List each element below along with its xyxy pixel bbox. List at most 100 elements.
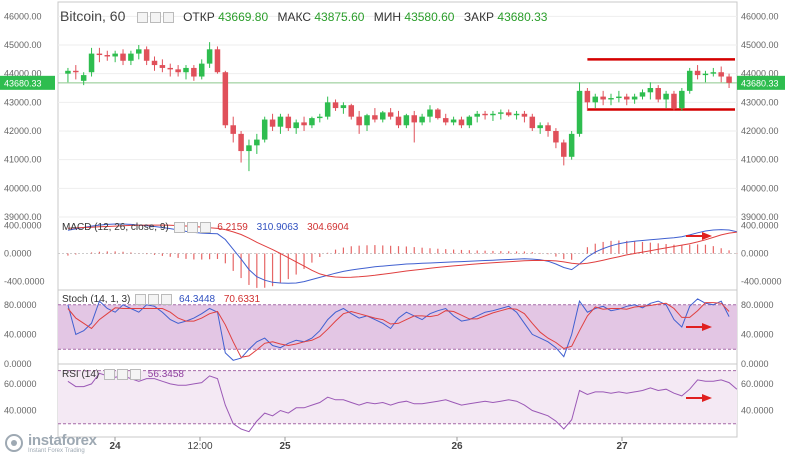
rsi-close-icon[interactable] — [130, 369, 142, 380]
candle — [96, 47, 103, 63]
candle-body — [112, 53, 118, 57]
candle-body — [387, 112, 394, 117]
logo-icon — [5, 434, 23, 452]
close-box-icon[interactable] — [162, 12, 174, 24]
candle-body — [435, 109, 441, 119]
candle — [671, 90, 677, 111]
close-label: ЗАКР — [463, 10, 495, 24]
candle — [694, 65, 701, 80]
symbol-title: Bitcoin, 60 — [60, 8, 126, 24]
price-tick-right: 46000.00 — [741, 11, 779, 21]
candle — [309, 116, 315, 129]
candle — [655, 85, 661, 103]
candle-body — [254, 139, 260, 146]
stoch-settings-icon[interactable] — [135, 294, 147, 305]
candle-body — [364, 115, 370, 126]
time-tick-label: 25 — [279, 441, 291, 452]
candle — [222, 70, 229, 129]
macd-value-hist: 6.2159 — [217, 222, 248, 234]
candle — [442, 113, 449, 126]
candle-body — [663, 93, 669, 100]
candle-body — [671, 93, 677, 109]
candle — [183, 65, 189, 80]
rsi-settings-icon[interactable] — [104, 369, 116, 380]
close-value: 43680.33 — [497, 10, 548, 24]
candle-body — [411, 115, 417, 123]
candle-body — [529, 116, 536, 129]
stoch-tick-right: 40.0000 — [741, 329, 774, 339]
candle — [490, 110, 496, 121]
candle — [505, 109, 512, 117]
stoch-hide-icon[interactable] — [148, 294, 160, 305]
candle — [332, 99, 339, 111]
candle — [553, 128, 559, 149]
candle — [238, 131, 244, 163]
candle-body — [324, 102, 331, 117]
candle — [726, 73, 732, 88]
settings-box-icon[interactable] — [136, 12, 148, 24]
candle-body — [96, 53, 103, 56]
candle — [246, 139, 252, 172]
macd-label: MACD (12, 26, close, 9) — [62, 222, 169, 234]
candle-body — [348, 105, 355, 117]
rsi-pane: 60.0000 60.0000 40.0000 40.0000 — [4, 370, 774, 433]
candle-body — [545, 125, 551, 131]
candle — [419, 113, 425, 126]
stoch-close-icon[interactable] — [161, 294, 173, 305]
candle-body — [80, 75, 87, 81]
stoch-header: Stoch (14, 1, 3) 64.3448 70.6331 — [62, 294, 260, 305]
candle-body — [143, 49, 150, 61]
instaforex-logo: instaforex Instant Forex Trading — [4, 432, 97, 454]
candle-body — [686, 70, 693, 91]
rsi-header: RSI (14) 56.3458 — [62, 369, 184, 380]
rsi-tick-right: 40.0000 — [741, 405, 774, 415]
macd-settings-icon[interactable] — [173, 222, 185, 233]
high-label: МАКС — [277, 10, 312, 24]
candle — [568, 131, 575, 160]
rsi-band — [58, 370, 737, 424]
candle-body — [206, 49, 213, 64]
candle — [214, 46, 221, 74]
candle — [143, 46, 150, 66]
candle — [513, 110, 520, 120]
price-tick-left: 46000.00 — [4, 11, 42, 21]
price-tick-left: 45000.00 — [4, 40, 42, 50]
macd-hide-icon[interactable] — [186, 222, 198, 233]
macd-close-icon[interactable] — [199, 222, 211, 233]
candle-body — [372, 115, 378, 120]
rsi-value: 56.3458 — [147, 369, 184, 381]
macd-value-macd: 310.9063 — [256, 222, 299, 234]
logo-tagline: Instant Forex Trading — [28, 448, 85, 454]
price-tick-right: 44000.00 — [741, 69, 779, 79]
stoch-tick-right: 0.0000 — [741, 359, 769, 369]
candle — [679, 88, 685, 111]
candle-body — [458, 119, 465, 126]
candle-body — [584, 90, 591, 103]
low-label: МИН — [373, 10, 402, 24]
price-pane: 46000.00 46000.00 45000.00 45000.00 44000.00… — [0, 11, 785, 222]
macd-tick-left: 400.0000 — [4, 220, 42, 230]
open-label: ОТКР — [183, 10, 215, 24]
hide-box-icon[interactable] — [149, 12, 161, 24]
candle-body — [175, 69, 181, 73]
candle-body — [482, 113, 488, 116]
time-tick-label: 26 — [451, 441, 463, 452]
candle — [710, 67, 717, 77]
candle-body — [403, 115, 410, 126]
candle-body — [679, 90, 685, 109]
candle-body — [380, 112, 386, 120]
candle — [584, 88, 591, 111]
candle — [380, 110, 386, 123]
arrow-head — [702, 394, 712, 402]
candle-body — [647, 88, 654, 93]
candle — [608, 93, 614, 106]
candle — [254, 133, 260, 154]
candle — [293, 119, 299, 134]
candle-body — [450, 119, 457, 123]
stoch-pane: 80.0000 80.0000 40.0000 40.0000 0.0000 0.0000 — [4, 298, 774, 369]
candle — [277, 113, 284, 134]
price-tick-left: 44000.00 — [4, 69, 42, 79]
rsi-hide-icon[interactable] — [117, 369, 129, 380]
